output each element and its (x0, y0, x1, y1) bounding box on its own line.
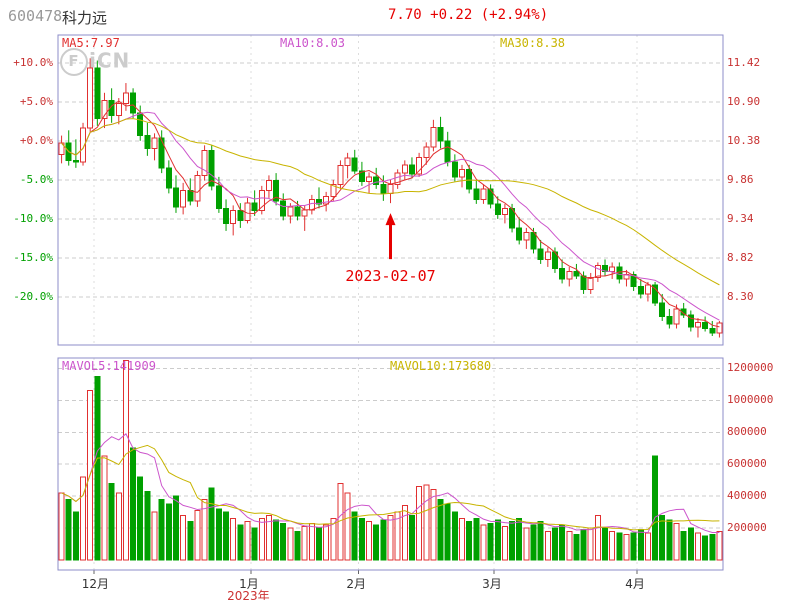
pct-axis-label: -20.0% (13, 289, 53, 303)
stock-quote: 7.70 +0.22 (+2.94%) (388, 7, 549, 23)
price-axis-label: 8.30 (727, 289, 754, 303)
mavol5-line (61, 433, 720, 534)
ma30-line (61, 118, 720, 286)
price-axis-label: 10.90 (727, 94, 761, 108)
price-ma-legend: MA10:8.03 (280, 36, 346, 50)
gridlines (58, 35, 723, 574)
watermark-text: iCN (89, 48, 131, 73)
price-ma-legend: MA5:7.97 (62, 36, 120, 50)
price-axis-label: 11.42 (727, 55, 761, 69)
volume-axis-label: 800000 (727, 425, 767, 439)
volume-axis-label: 200000 (727, 521, 767, 535)
pct-axis-label: -10.0% (13, 211, 53, 225)
x-axis-month-label: 4月 (625, 577, 645, 591)
volume-axis-label: 600000 (727, 457, 767, 471)
price-ma-legend: MA30:8.38 (500, 36, 566, 50)
chart-frames (57, 34, 724, 571)
x-axis-month-label: 12月 (81, 577, 110, 591)
price-axis-label: 10.38 (727, 133, 761, 147)
stock-name: 科力远 (62, 9, 108, 27)
volume-ma-legend: MAVOL10:173680 (390, 359, 492, 373)
candlestick-series (58, 58, 723, 338)
price-axis-label: 8.82 (727, 250, 754, 264)
price-axis-label: 9.86 (727, 172, 754, 186)
ma5-line (61, 100, 720, 328)
price-axis-label: 9.34 (727, 211, 754, 225)
volume-axis-label: 1200000 (727, 361, 774, 375)
pct-axis-label: +5.0% (19, 94, 53, 108)
pct-axis-label: -5.0% (19, 172, 53, 186)
volume-axis-label: 1000000 (727, 393, 774, 407)
x-axis-month-label: 2月 (346, 577, 366, 591)
x-axis-year-label: 2023年 (227, 589, 270, 600)
pct-axis-label: +0.0% (19, 133, 53, 147)
pct-axis-label: -15.0% (13, 250, 53, 264)
x-axis-month-label: 3月 (482, 577, 502, 591)
watermark-circle-letter: F (60, 48, 88, 76)
mavol10-line (61, 444, 720, 531)
volume-bars (58, 359, 723, 561)
stock-code: 600478 (8, 7, 63, 25)
ma10-line (61, 111, 720, 321)
volume-axis-label: 400000 (727, 489, 767, 503)
annotation-date: 2023-02-07 (345, 267, 436, 286)
pct-axis-label: +10.0% (13, 55, 53, 69)
x-axis-month-label: 1月 (239, 577, 259, 591)
volume-ma-legend: MAVOL5:141909 (62, 359, 156, 373)
annotation-arrow (385, 213, 396, 260)
